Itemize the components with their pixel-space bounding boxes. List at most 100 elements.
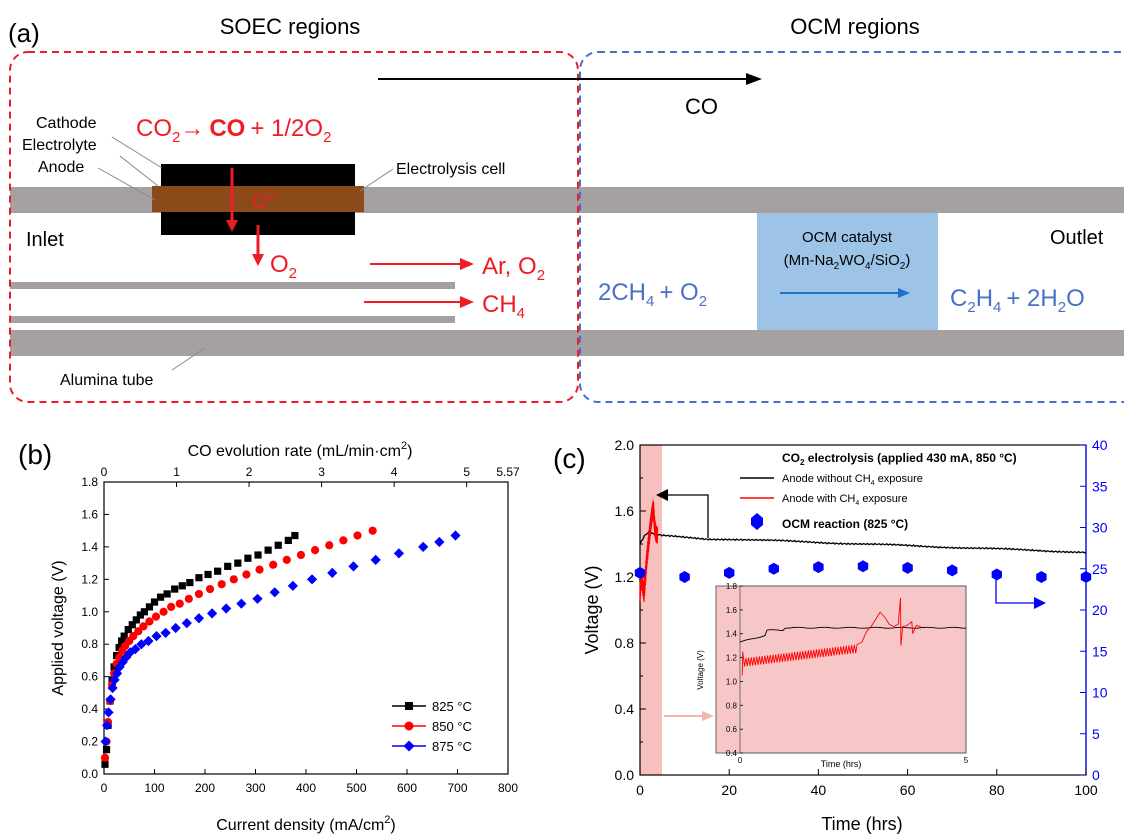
x-tick-label: 300 bbox=[245, 781, 265, 795]
data-point bbox=[296, 550, 306, 560]
ocm-data-point bbox=[768, 562, 779, 575]
panel-c: (c) 0.00.40.81.21.62.0 0510152025303540 … bbox=[553, 437, 1108, 834]
data-point bbox=[103, 707, 114, 718]
x-tick-label: 20 bbox=[721, 782, 737, 798]
ch4-label: CH4 bbox=[482, 291, 525, 322]
legend-ocm-marker bbox=[751, 513, 763, 530]
plot-b-xlabel: Current density (mA/cm2) bbox=[216, 814, 396, 834]
legend-label: 875 °C bbox=[432, 739, 472, 754]
data-point bbox=[171, 585, 179, 593]
data-point bbox=[105, 694, 116, 705]
right-axis-pointer-head bbox=[1034, 597, 1046, 609]
legend-black-label: Anode without CH4 exposure bbox=[782, 473, 923, 487]
inset-y-tick-label: 0.4 bbox=[726, 749, 738, 758]
oxide-ion-label: O2- bbox=[252, 188, 278, 213]
top-tick-label: 1 bbox=[173, 465, 180, 479]
inner-tube-1 bbox=[10, 282, 455, 289]
inset-plot bbox=[715, 585, 967, 754]
x-tick-label: 700 bbox=[447, 781, 467, 795]
ocm-data-point bbox=[902, 561, 913, 574]
panel-c-label: (c) bbox=[553, 443, 586, 474]
data-point bbox=[403, 740, 415, 752]
ar-o2-label: Ar, O2 bbox=[482, 253, 545, 284]
plot-c-series bbox=[634, 500, 1092, 602]
data-point bbox=[244, 554, 252, 562]
ocm-region-box bbox=[579, 51, 1124, 403]
data-point bbox=[234, 559, 242, 567]
y2-tick-label: 10 bbox=[1092, 685, 1108, 701]
data-point bbox=[214, 567, 222, 575]
data-point bbox=[151, 631, 162, 642]
inset-content: 0.4 0.6 0.8 1.0 1.2 1.4 1.6 1.8 0 5 bbox=[726, 582, 969, 765]
data-point bbox=[181, 618, 192, 629]
data-point bbox=[254, 551, 262, 559]
y-tick-label: 1.4 bbox=[81, 540, 98, 554]
ocm-data-point bbox=[1036, 571, 1047, 583]
data-point bbox=[120, 632, 128, 640]
legend-title: CO2 electrolysis (applied 430 mA, 850 °C… bbox=[782, 451, 1017, 467]
data-point bbox=[100, 753, 110, 762]
data-point bbox=[255, 565, 264, 574]
oxide-arrow-1-head bbox=[226, 220, 238, 232]
alumina-leader bbox=[171, 347, 206, 371]
inset-xlabel: Time (hrs) bbox=[821, 759, 862, 769]
ocm-data-point bbox=[947, 564, 958, 577]
y-tick-label: 0.0 bbox=[615, 767, 635, 783]
data-point bbox=[118, 637, 126, 645]
left-axis-pointer bbox=[664, 494, 709, 538]
outlet-label: Outlet bbox=[1050, 227, 1104, 249]
data-point bbox=[139, 622, 148, 631]
x-tick-label: 500 bbox=[346, 781, 366, 795]
data-point bbox=[150, 598, 159, 606]
data-point bbox=[284, 536, 292, 544]
y2-tick-label: 25 bbox=[1092, 561, 1108, 577]
plot-c-x-axis: 0 20 40 60 80 100 bbox=[636, 769, 1098, 798]
data-point bbox=[229, 575, 238, 584]
y-tick-label: 2.0 bbox=[615, 437, 635, 453]
inset-y-tick-label: 1.2 bbox=[726, 654, 738, 663]
data-point bbox=[287, 580, 298, 591]
data-point bbox=[170, 622, 181, 634]
inner-tube-2 bbox=[10, 316, 455, 323]
x-tick-label: 800 bbox=[498, 781, 518, 795]
x-tick-label: 0 bbox=[101, 781, 108, 795]
data-point bbox=[110, 663, 118, 671]
cathode-leader bbox=[111, 136, 163, 169]
y-tick-label: 1.8 bbox=[81, 475, 98, 489]
plot-b-legend: 825 °C 850 °C 875 °C bbox=[392, 699, 472, 754]
co-arrow-head bbox=[746, 73, 762, 85]
series-diamond bbox=[100, 530, 461, 747]
data-point bbox=[159, 607, 168, 616]
data-point bbox=[134, 627, 143, 636]
ocm-data-point bbox=[679, 571, 690, 583]
data-point bbox=[121, 652, 132, 663]
inset-pointer-head bbox=[702, 711, 714, 721]
data-point bbox=[114, 661, 125, 673]
series-anode-with-ch4 bbox=[639, 500, 659, 602]
data-point bbox=[325, 541, 334, 550]
data-point bbox=[221, 603, 232, 614]
data-point bbox=[140, 608, 148, 616]
y-tick-label: 0.4 bbox=[615, 701, 635, 717]
ch4-arrow-head bbox=[460, 296, 474, 308]
inset-y-tick-label: 1.0 bbox=[726, 677, 738, 686]
plot-c-xlabel: Time (hrs) bbox=[821, 814, 902, 834]
inset-black-line bbox=[739, 626, 966, 643]
data-point bbox=[145, 617, 154, 626]
panel-b: (b) CO evolution rate (mL/min·cm2) 0.00.… bbox=[18, 439, 520, 834]
data-point bbox=[109, 674, 120, 686]
legend-label: 850 °C bbox=[432, 719, 472, 734]
ocm-data-point bbox=[813, 561, 824, 574]
y-tick-label: 1.6 bbox=[615, 503, 635, 519]
data-point bbox=[264, 546, 272, 554]
oxide-arrow-2-head bbox=[252, 254, 264, 266]
ocm-data-point bbox=[634, 566, 646, 579]
electrolysis-cell-leader bbox=[359, 168, 394, 192]
data-point bbox=[194, 589, 204, 599]
plot-c-right-axis-ticks: 0 5 10 15 20 25 30 35 40 bbox=[1080, 437, 1108, 783]
data-point bbox=[163, 590, 171, 598]
data-point bbox=[434, 536, 445, 548]
data-point bbox=[101, 720, 113, 731]
data-point bbox=[450, 530, 461, 541]
inset-ylabel: Voltage (V) bbox=[696, 650, 705, 690]
